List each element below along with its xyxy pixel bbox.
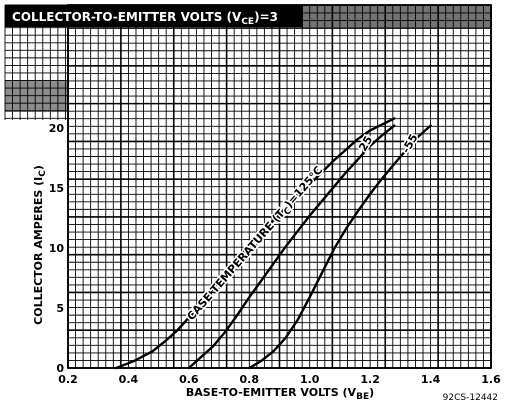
y-tick-label: 15 bbox=[49, 182, 64, 195]
figure-code: 92CS-12442 bbox=[443, 393, 498, 403]
series-line-0 bbox=[115, 117, 396, 370]
x-tick-label: 1.6 bbox=[481, 373, 501, 386]
curves bbox=[115, 117, 432, 370]
y-axis-label: COLLECTOR AMPERES (IC) bbox=[32, 165, 48, 325]
chart-title: COLLECTOR-TO-EMITTER VOLTS (VCE)=3 bbox=[12, 10, 278, 27]
x-tick-label: 1.2 bbox=[360, 373, 380, 386]
y-tick-label: 20 bbox=[49, 122, 65, 135]
x-tick-label: 0.4 bbox=[119, 373, 139, 386]
x-axis-label: BASE-TO-EMITTER VOLTS (VBE) bbox=[186, 386, 374, 402]
grid bbox=[4, 4, 492, 369]
x-tick-label: 0.2 bbox=[58, 373, 78, 386]
y-tick-label: 10 bbox=[49, 242, 65, 255]
curve-label-125: CASE TEMPERATURE (TC)=125°C bbox=[184, 164, 327, 325]
title-bar bbox=[5, 5, 303, 27]
grid-block bbox=[5, 80, 68, 112]
tick-labels: 0.2 0.4 0.6 0.8 1.0 1.2 1.4 1.6 0 5 10 15 20 bbox=[49, 122, 501, 386]
series-line-1 bbox=[187, 124, 396, 370]
x-tick-label: 1.4 bbox=[421, 373, 441, 386]
series-line-2 bbox=[248, 124, 432, 370]
grid-block bbox=[302, 5, 491, 27]
x-tick-label: 0.6 bbox=[179, 373, 199, 386]
curve-label-minus55: -55 bbox=[399, 132, 420, 156]
y-tick-label: 5 bbox=[56, 302, 64, 315]
grid-blocks bbox=[5, 5, 491, 112]
x-tick-label: 0.8 bbox=[240, 373, 260, 386]
x-tick-label: 1.0 bbox=[300, 373, 320, 386]
y-tick-label: 0 bbox=[56, 362, 64, 375]
